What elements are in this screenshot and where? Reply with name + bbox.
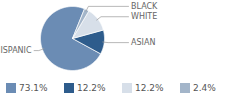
html-text:2.4%: 2.4% bbox=[193, 83, 216, 93]
html-text:12.2%: 12.2% bbox=[135, 83, 164, 93]
svg-text:WHITE: WHITE bbox=[131, 12, 157, 21]
html-text:73.1%: 73.1% bbox=[19, 83, 48, 93]
svg-text:BLACK: BLACK bbox=[131, 2, 158, 11]
svg-text:HISPANIC: HISPANIC bbox=[0, 46, 32, 55]
html-text:12.2%: 12.2% bbox=[77, 83, 106, 93]
svg-text:ASIAN: ASIAN bbox=[131, 38, 155, 47]
